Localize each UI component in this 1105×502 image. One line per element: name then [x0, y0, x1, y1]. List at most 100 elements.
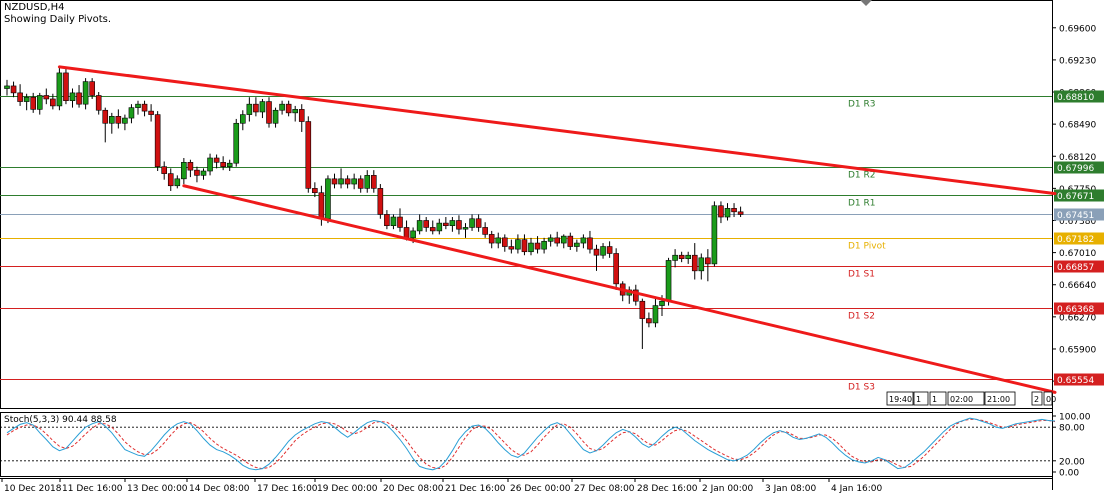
- main-pane-frame: [0, 0, 1053, 409]
- candle-body: [253, 103, 259, 113]
- candle-body: [501, 237, 508, 247]
- period-button: [947, 391, 985, 406]
- x-tick-label: 13 Dec 00:00: [127, 484, 188, 494]
- period-button: [1031, 391, 1043, 406]
- candle-body: [181, 162, 187, 180]
- pivot-price-tag: [1054, 232, 1104, 245]
- period-button: [913, 391, 929, 406]
- candle-body: [56, 72, 63, 107]
- candle-body: [344, 178, 351, 185]
- candle-body: [436, 222, 443, 232]
- candle-body: [36, 95, 43, 110]
- candle-body: [89, 81, 95, 96]
- x-tick-label: 17 Dec 16:00: [257, 484, 318, 494]
- candle-body: [456, 220, 462, 230]
- candle-body: [606, 246, 613, 254]
- candle-body: [10, 85, 17, 94]
- pivot-price-tag-text: 0.68810: [1057, 93, 1094, 103]
- candle-body: [475, 218, 482, 228]
- candle-body: [115, 116, 122, 124]
- candle-body: [76, 92, 82, 105]
- x-tick-label: 11 Dec 16:00: [62, 484, 123, 494]
- candle-body: [69, 92, 76, 101]
- candle-body: [128, 107, 135, 119]
- candle-body: [587, 237, 593, 250]
- candle-body: [187, 162, 194, 171]
- candle-body: [213, 157, 220, 163]
- candle-body: [554, 237, 561, 244]
- pivot-label: D1 R3: [848, 100, 876, 110]
- candle-body: [233, 122, 240, 164]
- x-tick-label: 4 Jan 16:00: [831, 484, 883, 494]
- pivot-price-tag: [1054, 189, 1104, 202]
- candle-body: [167, 173, 174, 187]
- x-tick-label: 3 Jan 08:00: [765, 484, 817, 494]
- x-tick-label: 26 Dec 00:00: [510, 484, 571, 494]
- candle-body: [488, 234, 495, 244]
- candle-body: [50, 98, 56, 107]
- candle-body: [560, 235, 567, 244]
- candle-body: [390, 216, 397, 227]
- candle-body: [567, 235, 574, 247]
- candle-body: [534, 242, 541, 250]
- candle-body: [403, 227, 410, 239]
- candle-body: [17, 92, 23, 102]
- candle-body: [298, 109, 305, 122]
- pivot-price-tag-text: 0.67671: [1057, 192, 1094, 202]
- y-tick-label: 0.67380: [1059, 217, 1096, 227]
- pivot-price-tag-text: 0.66368: [1057, 305, 1094, 315]
- candle-body: [678, 254, 685, 259]
- pivot-label: D1 S1: [848, 270, 875, 280]
- candle-body: [384, 214, 390, 227]
- candle-body: [285, 103, 292, 114]
- candle-body: [698, 257, 705, 272]
- stoch-main-line: [6, 417, 1056, 471]
- candle-body: [646, 318, 652, 324]
- candle-body: [724, 208, 731, 218]
- x-tick-label: 14 Dec 08:00: [189, 484, 250, 494]
- candle-body: [731, 208, 737, 213]
- pivot-price-tag-text: 0.67182: [1057, 235, 1094, 245]
- candle-body: [665, 260, 672, 302]
- candle-body: [174, 178, 181, 187]
- period-button-label: 1: [916, 395, 921, 404]
- candle-body: [207, 157, 213, 172]
- trendline-lower: [182, 184, 1057, 394]
- candle-body: [109, 116, 115, 124]
- pivot-label: D1 R2: [848, 171, 876, 181]
- candle-body: [397, 216, 403, 228]
- candle-body: [613, 253, 619, 285]
- candle-body: [429, 227, 436, 232]
- period-button-label: 2: [1034, 395, 1039, 404]
- candle-body: [357, 178, 364, 189]
- candle-body: [351, 178, 357, 185]
- candle-body: [135, 103, 141, 108]
- candle-body: [82, 81, 89, 105]
- candle-body: [200, 170, 207, 176]
- candle-body: [148, 110, 154, 115]
- candle-body: [593, 248, 600, 256]
- candle-body: [685, 254, 692, 259]
- pivot-price-tag: [1054, 302, 1104, 315]
- pivot-price-tag: [1054, 161, 1104, 174]
- candle-body: [659, 300, 665, 306]
- candle-body: [691, 254, 698, 272]
- pivot-price-tag: [1054, 90, 1104, 103]
- candle-body: [246, 103, 253, 115]
- period-button: [984, 391, 1016, 406]
- candle-body: [515, 239, 521, 250]
- candle-body: [272, 109, 279, 124]
- pivot-label: D1 R1: [848, 199, 876, 209]
- candle-body: [161, 166, 167, 174]
- candle-body: [600, 246, 606, 256]
- candle-body: [305, 121, 312, 189]
- candle-body: [718, 205, 724, 218]
- candle-body: [495, 237, 502, 244]
- y-tick-label: 0.67010: [1059, 249, 1096, 259]
- candle-body: [325, 178, 331, 220]
- shift-marker-icon: [860, 0, 872, 6]
- pivot-price-tag: [1054, 260, 1104, 273]
- candle-body: [377, 188, 384, 215]
